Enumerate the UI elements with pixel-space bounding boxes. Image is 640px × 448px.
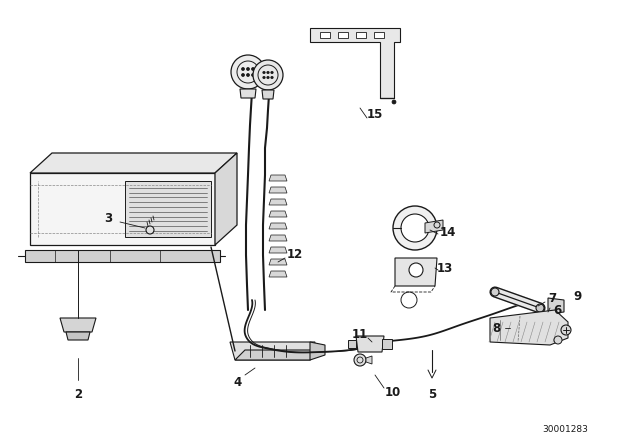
Circle shape [267, 76, 269, 79]
Polygon shape [269, 235, 287, 241]
Polygon shape [395, 258, 437, 286]
Polygon shape [425, 220, 443, 233]
Polygon shape [125, 181, 211, 237]
Polygon shape [366, 356, 372, 364]
Polygon shape [215, 153, 237, 245]
Text: 13: 13 [437, 262, 453, 275]
Circle shape [246, 68, 250, 70]
Polygon shape [269, 199, 287, 205]
Text: 10: 10 [385, 385, 401, 399]
Polygon shape [269, 175, 287, 181]
Polygon shape [548, 298, 564, 314]
Circle shape [241, 68, 244, 70]
Circle shape [554, 336, 562, 344]
Circle shape [561, 325, 571, 335]
Circle shape [231, 55, 265, 89]
Polygon shape [310, 342, 325, 360]
Text: 11: 11 [352, 328, 368, 341]
Circle shape [263, 71, 265, 74]
Circle shape [246, 73, 250, 77]
Circle shape [536, 304, 544, 312]
Polygon shape [310, 28, 400, 98]
Bar [320, 32, 330, 38]
Circle shape [253, 60, 283, 90]
Bar [338, 32, 348, 38]
Circle shape [271, 76, 273, 79]
Text: 2: 2 [74, 388, 82, 401]
Text: 12: 12 [287, 249, 303, 262]
Circle shape [252, 73, 255, 77]
Circle shape [491, 288, 499, 296]
Polygon shape [269, 223, 287, 229]
Text: 5: 5 [428, 388, 436, 401]
Text: 4: 4 [234, 375, 242, 388]
Polygon shape [30, 173, 215, 245]
Circle shape [392, 100, 396, 104]
Polygon shape [25, 250, 220, 262]
Polygon shape [382, 339, 392, 349]
Circle shape [252, 68, 255, 70]
Polygon shape [269, 247, 287, 253]
Circle shape [263, 76, 265, 79]
Bar [356, 32, 366, 38]
Polygon shape [230, 342, 315, 360]
Polygon shape [60, 318, 96, 332]
Text: 7: 7 [548, 292, 556, 305]
Polygon shape [490, 310, 568, 345]
Polygon shape [356, 336, 384, 352]
Circle shape [354, 354, 366, 366]
Polygon shape [269, 211, 287, 217]
Circle shape [271, 71, 273, 74]
Circle shape [409, 263, 423, 277]
Circle shape [393, 206, 437, 250]
Polygon shape [240, 89, 256, 98]
Circle shape [401, 214, 429, 242]
Text: 14: 14 [440, 225, 456, 238]
Text: 15: 15 [367, 108, 383, 121]
Text: 30001283: 30001283 [542, 426, 588, 435]
Polygon shape [235, 350, 320, 360]
Text: 6: 6 [553, 303, 561, 316]
Text: 8: 8 [492, 322, 500, 335]
Circle shape [267, 71, 269, 74]
Polygon shape [269, 271, 287, 277]
Text: 3: 3 [104, 211, 112, 224]
Circle shape [146, 226, 154, 234]
Circle shape [241, 73, 244, 77]
Text: 9: 9 [574, 289, 582, 302]
Polygon shape [269, 187, 287, 193]
Polygon shape [66, 332, 90, 340]
Polygon shape [262, 90, 274, 99]
Polygon shape [348, 340, 356, 348]
Polygon shape [269, 259, 287, 265]
Polygon shape [30, 153, 237, 173]
Bar [374, 32, 384, 38]
